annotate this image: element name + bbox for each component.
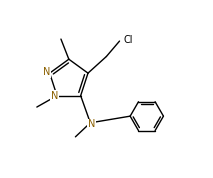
Text: Cl: Cl xyxy=(124,35,133,45)
Text: N: N xyxy=(51,91,58,101)
Text: N: N xyxy=(88,119,95,129)
Text: N: N xyxy=(43,67,50,77)
